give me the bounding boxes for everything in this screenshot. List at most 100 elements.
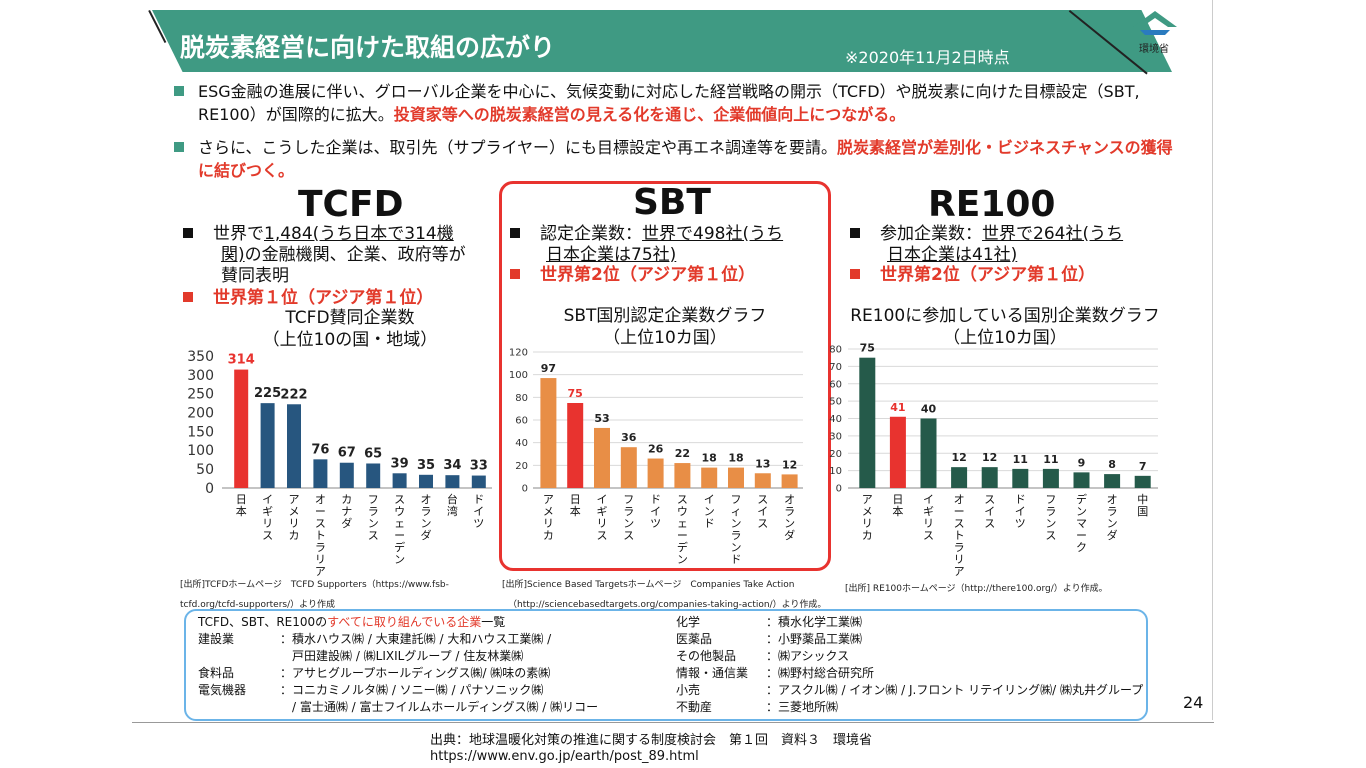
tcfd-category-label: 台湾: [447, 492, 458, 518]
re100-value-label: 11: [1013, 453, 1028, 466]
company-list-title: TCFD、SBT、RE100のすべてに取り組んでいる企業一覧: [198, 615, 506, 629]
company-list-cat: 建設業: [198, 632, 235, 646]
sbt-rank: 世界第2位（アジア第１位）: [510, 265, 755, 286]
re100-bar: [1073, 472, 1090, 488]
title-banner: [152, 10, 1172, 72]
re100-y-tick-label: 0: [836, 484, 842, 495]
sbt-category-label: インド: [704, 493, 715, 530]
tcfd-value-label: 34: [443, 458, 461, 473]
re100-category-label: スイス: [984, 493, 995, 530]
tcfd-y-tick-label: 100: [187, 443, 214, 459]
company-list-sep: ：: [280, 632, 293, 646]
ministry-logo-icon: [1133, 11, 1177, 35]
sbt-value-label: 18: [728, 452, 743, 465]
bullet-square-icon: [510, 228, 520, 238]
company-list-list: アスクル㈱ / イオン㈱ / J.フロント リテイリング㈱/ ㈱丸井グループ: [778, 683, 1144, 697]
company-list-sep: ：: [766, 666, 779, 680]
re100-bar: [889, 416, 906, 488]
sbt-line-1: 認定企業数：世界で498社(うち: [510, 224, 783, 245]
re100-category-label: オランダ: [1107, 493, 1118, 542]
tcfd-category-label: フランス: [368, 493, 379, 542]
re100-rank: 世界第2位（アジア第１位）: [850, 265, 1095, 286]
company-list-list: コニカミノルタ㈱ / ソニー㈱ / パナソニック㈱: [292, 683, 544, 697]
company-list-sep: ：: [766, 700, 779, 714]
sbt-source-line-1: [出所]Science Based Targetsホームページ Companie…: [502, 580, 795, 590]
sbt-bar: [620, 447, 637, 488]
tcfd-value-label: 76: [311, 442, 329, 457]
sbt-category-label: フランス: [623, 493, 634, 542]
sbt-heading: SBT: [633, 182, 711, 223]
re100-value-label: 12: [951, 451, 966, 464]
re100-bar: [1134, 475, 1151, 488]
re100-value-label: 40: [921, 403, 937, 416]
tcfd-value-label: 222: [280, 387, 307, 402]
tcfd-bar: [234, 369, 249, 488]
sbt-y-tick-label: 40: [515, 438, 528, 449]
sbt-value-label: 18: [702, 452, 717, 465]
sbt-bar: [781, 474, 798, 488]
bullet-2: さらに、こうした企業は、取引先（サプライヤー）にも目標設定や再エネ調達等を要請。…: [174, 136, 1174, 182]
re100-bar: [859, 357, 876, 488]
divider: [1212, 0, 1213, 720]
tcfd-category-label: 日本: [236, 493, 247, 518]
re100-heading: RE100: [928, 184, 1056, 225]
tcfd-chart-title: TCFD賛同企業数 （上位10の国・地域）: [262, 308, 438, 350]
tcfd-y-tick-label: 200: [187, 405, 214, 421]
tcfd-bar: [471, 475, 486, 488]
sbt-y-tick-label: 0: [522, 484, 528, 495]
tcfd-bar: [313, 459, 328, 488]
company-list-list: 積水ハウス㈱ / 大東建託㈱ / 大和ハウス工業㈱ /: [292, 632, 552, 646]
bullet-2-text: さらに、こうした企業は、取引先（サプライヤー）にも目標設定や再エネ調達等を要請。: [198, 138, 838, 157]
tcfd-value-label: 225: [254, 386, 281, 401]
company-list-sep: ：: [766, 632, 779, 646]
company-list-box: [184, 609, 1148, 721]
company-list-sep: ：: [766, 683, 779, 697]
sbt-y-tick-label: 120: [509, 348, 528, 359]
re100-category-label: フランス: [1045, 493, 1056, 542]
tcfd-line-2: 関)の金融機関、企業、政府等が: [221, 245, 466, 265]
sbt-category-label: オランダ: [784, 493, 795, 542]
company-list-cat: 食料品: [198, 666, 235, 680]
sbt-y-tick-label: 80: [515, 393, 528, 404]
re100-category-label: ドイツ: [1015, 493, 1026, 530]
re100-bar: [981, 467, 998, 488]
tcfd-bar: [392, 473, 407, 488]
sbt-category-label: イギリス: [597, 493, 608, 542]
sbt-value-label: 75: [568, 387, 583, 400]
page-number: 24: [1183, 693, 1204, 712]
bullet-square-icon: [850, 228, 860, 238]
tcfd-rank: 世界第１位（アジア第１位）: [183, 288, 433, 309]
re100-bar: [920, 418, 937, 488]
sbt-value-label: 36: [621, 431, 637, 444]
divider: [132, 722, 1214, 723]
re100-y-tick-label: 50: [829, 397, 842, 408]
re100-y-tick-label: 40: [829, 414, 842, 425]
re100-y-tick-label: 80: [829, 345, 842, 356]
company-list-sep: ：: [766, 649, 779, 663]
bullet-square-icon: [850, 269, 860, 279]
tcfd-category-label: アメリカ: [289, 493, 300, 542]
sbt-category-label: スウェーデン: [677, 493, 688, 566]
company-list-list: ㈱野村総合研究所: [778, 666, 875, 680]
company-list-list: アサヒグループホールディングス㈱/ ㈱味の素㈱: [292, 666, 551, 680]
tcfd-value-label: 33: [470, 459, 488, 474]
page-title: 脱炭素経営に向けた取組の広がり: [180, 33, 556, 62]
sbt-value-label: 12: [782, 458, 797, 471]
tcfd-y-tick-label: 150: [187, 424, 214, 440]
tcfd-category-label: スウェーデン: [394, 493, 405, 566]
company-list-cat: 小売: [676, 683, 701, 697]
tcfd-bar: [287, 404, 301, 488]
sbt-value-label: 13: [755, 457, 770, 470]
sbt-value-label: 26: [648, 443, 664, 456]
citation-line-2: https://www.env.go.jp/earth/post_89.html: [430, 749, 699, 764]
sbt-category-label: フィンランド: [731, 493, 742, 566]
sbt-category-label: 日本: [570, 493, 581, 518]
bullet-1-highlight: 投資家等への脱炭素経営の見える化を通じ、企業価値向上につながる。: [393, 105, 906, 124]
re100-y-tick-label: 10: [829, 466, 842, 477]
citation-line-1: 出典：地球温暖化対策の推進に関する制度検討会 第１回 資料３ 環境省: [430, 733, 873, 748]
company-list-cat: その他製品: [676, 649, 737, 663]
tcfd-source-line-2: tcfd.org/tcfd-supporters/）より作成: [180, 600, 335, 610]
